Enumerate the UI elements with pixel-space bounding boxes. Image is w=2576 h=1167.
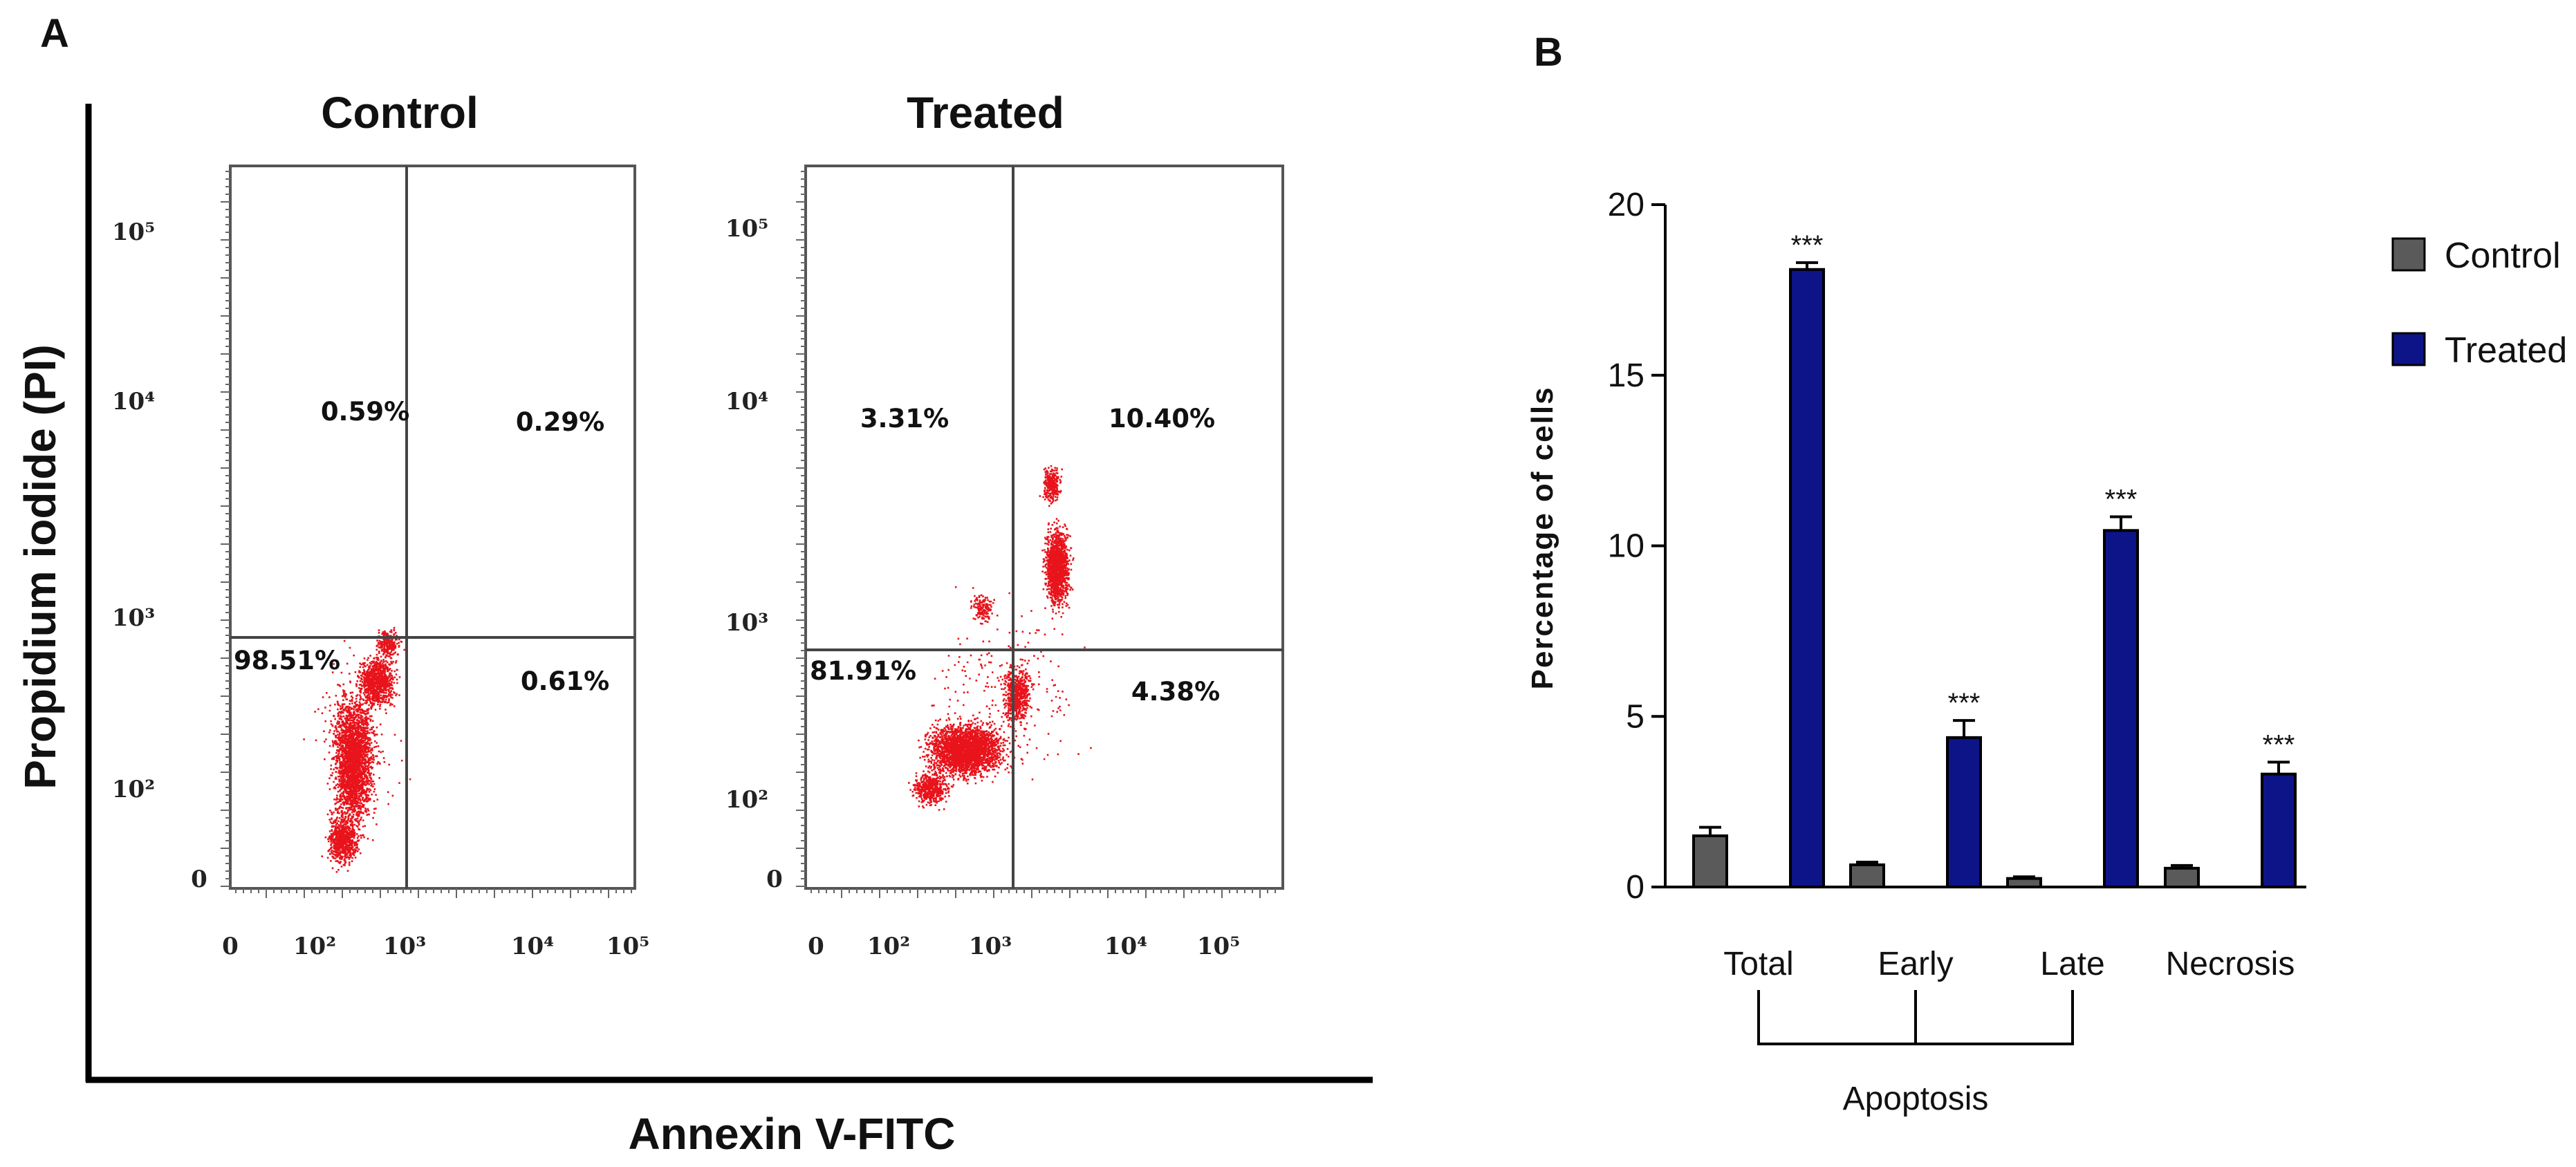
bar-treated-necrosis: [2261, 772, 2297, 888]
legend-treated-swatch: [2391, 332, 2426, 366]
treated-x-tick-label: 10⁵: [1197, 933, 1240, 960]
bar-y-tick-label: 10: [1608, 528, 1644, 565]
bar-y-tick-label: 0: [1626, 869, 1644, 906]
control-tick-marks: [221, 171, 632, 898]
bar-y-tick-label: 15: [1608, 357, 1644, 394]
dot-cluster: [1041, 518, 1075, 620]
significance-marker: ***: [1791, 230, 1824, 261]
treated-x-tick-label: 0: [808, 933, 824, 960]
bar-category-label: Early: [1878, 946, 1953, 982]
significance-marker: ***: [2105, 485, 2138, 515]
bar-category-label: Total: [1723, 946, 1793, 982]
panel-a-letter: A: [40, 11, 69, 56]
bar-treated-total: [1789, 268, 1825, 888]
control-x-tick-label: 10³: [383, 933, 426, 960]
axis-minor-ticks: [221, 171, 632, 898]
dot-cluster: [970, 594, 995, 625]
control-y-tick-label: 0: [191, 866, 207, 893]
bar-y-axis-label: Percentage of cells: [1526, 386, 1559, 689]
treated-lower-left-pct: 81.91%: [810, 656, 916, 686]
treated-x-tick-label: 10⁴: [1104, 933, 1147, 960]
control-x-tick-label: 0: [222, 933, 239, 960]
dot-cluster: [321, 810, 364, 873]
significance-marker: ***: [2263, 729, 2295, 760]
dot-cluster: [355, 652, 401, 711]
apoptosis-label: Apoptosis: [1843, 1081, 1989, 1117]
bar-y-tick-label: 5: [1626, 698, 1644, 735]
legend-treated-label: Treated: [2445, 330, 2567, 371]
control-plot: Control 0.59% 0.29% 98.51% 0.61% 10⁵ 10⁴…: [112, 88, 649, 960]
dot-cluster: [908, 769, 954, 811]
treated-dot-cloud: [908, 465, 1092, 811]
treated-x-tick-label: 10³: [969, 933, 1012, 960]
bar-chart: 0 5 10 15 20 *** *** *** *** Total Early Late N…: [1608, 187, 2306, 1117]
bar-marks: *** *** *** ***: [1692, 230, 2297, 889]
treated-plot-title: Treated: [907, 88, 1064, 138]
control-x-tick-label: 10²: [293, 933, 336, 960]
control-plot-frame: [229, 165, 636, 890]
bar-control-early: [1849, 863, 1885, 888]
dot-cluster: [1039, 465, 1063, 507]
treated-upper-right-pct: 10.40%: [1109, 404, 1215, 433]
bar-control-necrosis: [2164, 866, 2200, 889]
axis-minor-ticks: [796, 171, 1276, 898]
treated-y-tick-label: 10²: [725, 786, 768, 814]
bar-control-total: [1692, 834, 1728, 888]
treated-y-tick-label: 0: [766, 866, 783, 893]
control-x-tick-label: 10⁴: [511, 933, 554, 960]
control-plot-title: Control: [321, 88, 479, 138]
treated-lower-right-pct: 4.38%: [1131, 677, 1220, 707]
legend-control-label: Control: [2445, 236, 2561, 276]
significance-marker: ***: [1948, 688, 1981, 718]
treated-y-tick-label: 10³: [725, 609, 768, 637]
bar-treated-early: [1946, 736, 1982, 889]
treated-y-tick-label: 10⁴: [725, 388, 768, 416]
treated-tick-marks: [796, 171, 1276, 898]
dot-cluster: [918, 713, 1017, 786]
treated-x-tick-label: 10²: [867, 933, 910, 960]
control-y-tick-label: 10²: [112, 776, 155, 803]
treated-y-tick-label: 10⁵: [725, 215, 768, 243]
panel-b-letter: B: [1534, 30, 1563, 75]
apoptosis-bracket: [1757, 990, 2074, 1045]
bar-control-late: [2006, 877, 2042, 888]
treated-upper-left-pct: 3.31%: [860, 404, 949, 433]
control-y-tick-label: 10⁴: [112, 388, 155, 416]
control-lower-right-pct: 0.61%: [521, 666, 609, 696]
bar-y-tick-label: 20: [1608, 187, 1644, 223]
panel-a-x-axis-label: Annexin V-FITC: [629, 1109, 956, 1159]
bar-category-label: Late: [2040, 946, 2104, 982]
dot-cluster: [1001, 659, 1033, 732]
legend-control-swatch: [2391, 237, 2426, 272]
control-x-tick-label: 10⁵: [606, 933, 649, 960]
control-upper-right-pct: 0.29%: [516, 407, 604, 437]
control-upper-left-pct: 0.59%: [321, 397, 409, 427]
control-dot-cloud: [303, 626, 411, 873]
bar-treated-late: [2103, 529, 2139, 888]
dot-cluster: [328, 670, 382, 850]
control-y-tick-label: 10⁵: [112, 218, 155, 246]
bar-legend: Control Treated: [2391, 236, 2567, 371]
bar-category-label: Necrosis: [2166, 946, 2295, 982]
panel-a-y-axis-label: Propidium iodide (PI): [15, 344, 65, 790]
treated-plot: Treated 3.31% 10.40% 81.91% 4.38% 10⁵ 10…: [725, 88, 1284, 960]
control-y-tick-label: 10³: [112, 604, 155, 632]
dot-cluster: [376, 626, 403, 663]
treated-plot-frame: [804, 165, 1284, 890]
control-lower-left-pct: 98.51%: [234, 646, 340, 675]
bar-y-ticks: 0 5 10 15 20: [1608, 187, 1665, 906]
